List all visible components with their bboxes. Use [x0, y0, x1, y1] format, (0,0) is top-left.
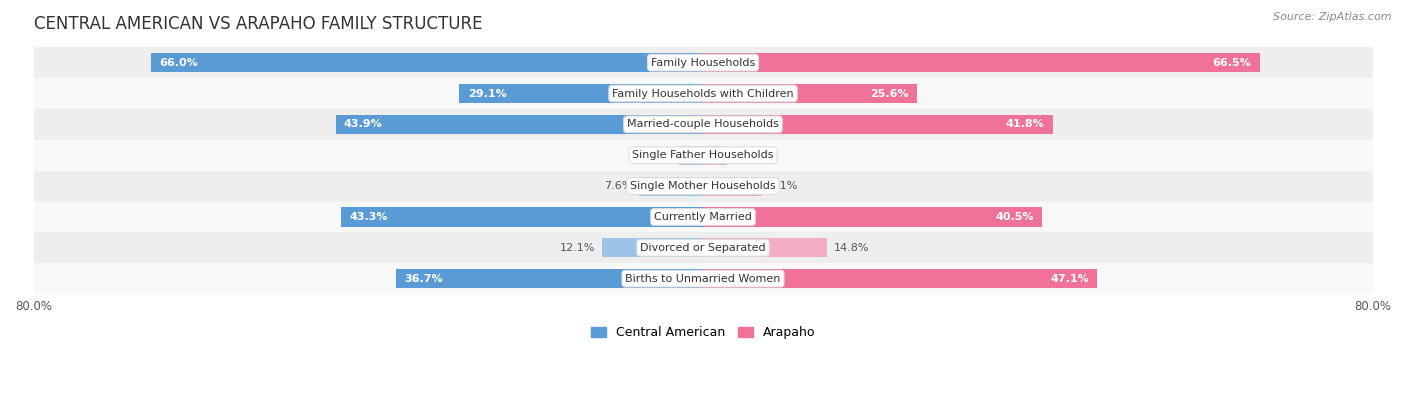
Bar [703, 238, 827, 258]
Bar [460, 84, 703, 103]
Bar [150, 53, 703, 72]
Legend: Central American, Arapaho: Central American, Arapaho [586, 322, 820, 344]
Bar [34, 109, 1372, 140]
Text: 29.1%: 29.1% [468, 88, 506, 98]
Bar [703, 207, 1042, 226]
Bar [336, 115, 703, 134]
Text: 41.8%: 41.8% [1005, 119, 1045, 129]
Bar [703, 146, 727, 165]
Text: 25.6%: 25.6% [870, 88, 908, 98]
Text: 2.9%: 2.9% [734, 150, 762, 160]
Text: 66.0%: 66.0% [159, 58, 198, 68]
Bar [703, 84, 917, 103]
Bar [340, 207, 703, 226]
Bar [703, 115, 1053, 134]
Bar [703, 53, 1260, 72]
Text: 36.7%: 36.7% [405, 274, 443, 284]
Text: Married-couple Households: Married-couple Households [627, 119, 779, 129]
Bar [640, 177, 703, 196]
Text: Single Mother Households: Single Mother Households [630, 181, 776, 191]
Text: 43.3%: 43.3% [349, 212, 388, 222]
Text: 40.5%: 40.5% [995, 212, 1033, 222]
Text: 66.5%: 66.5% [1212, 58, 1251, 68]
Text: Divorced or Separated: Divorced or Separated [640, 243, 766, 253]
Text: 7.6%: 7.6% [605, 181, 633, 191]
Bar [679, 146, 703, 165]
Text: Births to Unmarried Women: Births to Unmarried Women [626, 274, 780, 284]
Text: 12.1%: 12.1% [560, 243, 595, 253]
Text: 7.1%: 7.1% [769, 181, 797, 191]
Text: 14.8%: 14.8% [834, 243, 869, 253]
Bar [34, 201, 1372, 232]
Text: 43.9%: 43.9% [344, 119, 382, 129]
Text: Source: ZipAtlas.com: Source: ZipAtlas.com [1274, 12, 1392, 22]
Bar [34, 171, 1372, 201]
Bar [703, 177, 762, 196]
Text: Currently Married: Currently Married [654, 212, 752, 222]
Text: Single Father Households: Single Father Households [633, 150, 773, 160]
Text: Family Households: Family Households [651, 58, 755, 68]
Text: CENTRAL AMERICAN VS ARAPAHO FAMILY STRUCTURE: CENTRAL AMERICAN VS ARAPAHO FAMILY STRUC… [34, 15, 482, 33]
Bar [703, 269, 1097, 288]
Bar [34, 140, 1372, 171]
Bar [34, 47, 1372, 78]
Text: 2.9%: 2.9% [644, 150, 672, 160]
Bar [34, 78, 1372, 109]
Text: 47.1%: 47.1% [1050, 274, 1088, 284]
Text: Family Households with Children: Family Households with Children [612, 88, 794, 98]
Bar [34, 232, 1372, 263]
Bar [602, 238, 703, 258]
Bar [34, 263, 1372, 294]
Bar [396, 269, 703, 288]
